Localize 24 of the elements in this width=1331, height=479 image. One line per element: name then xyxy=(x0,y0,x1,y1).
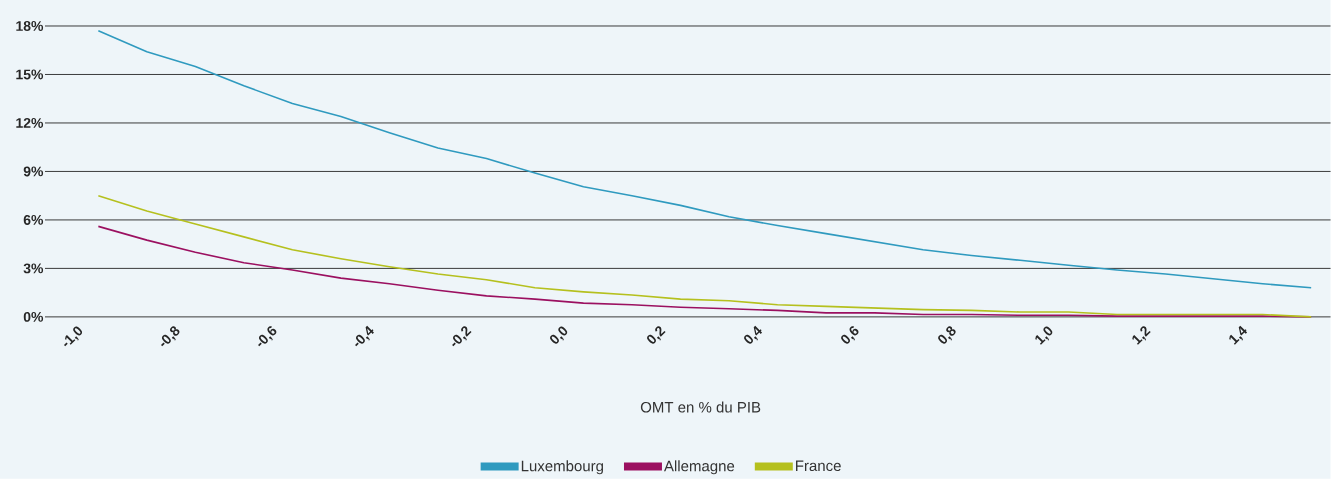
y-tick-label: 3% xyxy=(23,263,44,274)
x-tick-label: -1,0 xyxy=(64,326,83,347)
y-tick-label: 15% xyxy=(16,69,44,80)
y-tick-label: 9% xyxy=(23,166,44,177)
y-tick-label: 0% xyxy=(23,312,44,322)
x-tick-label: 0,2 xyxy=(647,326,666,344)
x-tick-label: -0,8 xyxy=(161,326,180,347)
x-tick-label: 1,0 xyxy=(1035,326,1053,345)
x-tick-label: 1,4 xyxy=(1229,325,1248,345)
x-tick-label: -0,6 xyxy=(258,326,277,347)
legend-label: France xyxy=(796,460,841,472)
legend-label: Luxembourg xyxy=(521,460,603,475)
x-tick-label: 0,4 xyxy=(744,325,763,344)
x-tick-label: 0,6 xyxy=(841,326,859,344)
x-tick-label: 0,8 xyxy=(938,326,956,344)
x-tick-label: -0,2 xyxy=(452,326,472,347)
y-tick-label: 12% xyxy=(16,118,44,128)
x-axis-title: OMT en % du PIB xyxy=(640,401,761,413)
legend-label: Allemagne xyxy=(664,460,735,475)
x-tick-label: 1,2 xyxy=(1132,326,1151,345)
x-tick-label: 0,0 xyxy=(550,326,568,344)
x-tick-label: -0,4 xyxy=(355,325,374,347)
y-tick-label: 18% xyxy=(16,21,44,32)
y-tick-label: 6% xyxy=(23,215,44,225)
